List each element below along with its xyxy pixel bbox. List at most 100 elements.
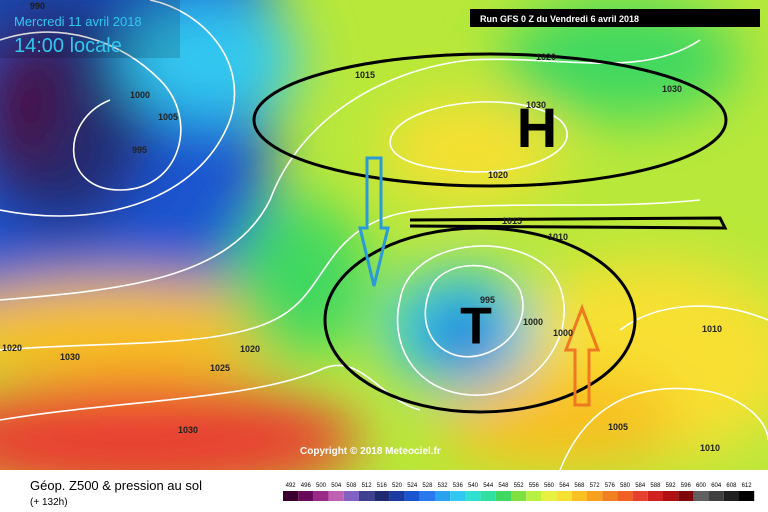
colorbar-swatch [647,491,663,501]
isobar-label: 1005 [608,422,628,432]
colorbar-swatch [298,491,314,501]
colorbar-label: 568 [574,483,585,489]
colorbar-swatch [511,491,527,501]
isobar-label: 1000 [523,317,543,327]
colorbar-label: 504 [331,483,342,489]
colorbar-label: 612 [742,483,753,489]
orange-arrow [563,303,601,407]
colorbar-swatch [389,491,405,501]
colorbar-swatch [435,491,451,501]
isobar-label: 1000 [553,328,573,338]
colorbar-swatch [328,491,344,501]
colorbar-swatch [450,491,466,501]
colorbar-label: 492 [286,483,297,489]
colorbar-swatch [283,491,299,501]
colorbar: 492 496 500 504 508 512 516 520 524 528 532 536 540 5… [283,483,755,501]
colorbar-swatch [313,491,329,501]
isobar-label: 990 [30,1,45,11]
lead-time: (+ 132h) [30,497,68,508]
colorbar-swatch [663,491,679,501]
colorbar-swatch [526,491,542,501]
colorbar-swatch [480,491,496,501]
colorbar-swatch [495,491,511,501]
colorbar-label: 524 [407,483,418,489]
colorbar-swatch [587,491,603,501]
colorbar-label: 532 [438,483,449,489]
map-background [0,0,768,470]
local-time: 14:00 locale [14,35,122,57]
colorbar-label: 604 [711,483,722,489]
colorbar-swatch [602,491,618,501]
run-box [470,9,760,27]
annotations: H T [252,52,728,414]
colorbar-label: 592 [666,483,677,489]
colorbar-label: 584 [635,483,646,489]
isobar-label: 1025 [210,363,230,373]
run-info: Run GFS 0 Z du Vendredi 6 avril 2018 [480,14,639,24]
ridge-contour [409,216,728,230]
colorbar-swatch [693,491,709,501]
isobar-label: 1020 [536,52,556,62]
colorbar-swatch [556,491,572,501]
colorbar-swatch [708,491,724,501]
colorbar-label: 588 [650,483,661,489]
isobar-label: 995 [132,145,147,155]
colorbar-label: 596 [681,483,692,489]
colorbar-label: 548 [498,483,509,489]
colorbar-label: 572 [590,483,601,489]
isobar-label: 1010 [548,232,568,242]
isobar-label: 1010 [702,324,722,334]
date: Mercredi 11 avril 2018 [14,14,142,29]
isobar-label: 1030 [662,84,682,94]
colorbar-label: 552 [514,483,525,489]
colorbar-swatch [723,491,739,501]
isobars [0,0,768,471]
colorbar-label: 528 [422,483,433,489]
colorbar-swatch [541,491,557,501]
colorbar-label: 580 [620,483,631,489]
isobar-label: 1030 [526,100,546,110]
low-label: T [460,298,492,356]
isobar-label: 1015 [502,216,522,226]
colorbar-label: 600 [696,483,707,489]
colorbar-label: 540 [468,483,479,489]
colorbar-swatch [404,491,420,501]
colorbar-swatch [359,491,375,501]
colorbar-swatch [739,491,755,501]
colorbar-swatch [678,491,694,501]
isobar-label: 995 [480,295,495,305]
colorbar-swatch [465,491,481,501]
colorbar-label: 536 [453,483,464,489]
isobar-label: 1030 [60,352,80,362]
isobar-labels: 990 1000 1005 995 1015 1020 1030 1030 10… [2,1,722,453]
colorbar-label: 556 [529,483,540,489]
header-shade [0,0,180,58]
isobar-label: 1020 [488,170,508,180]
high-label: H [517,96,557,159]
colorbar-swatch [419,491,435,501]
colorbar-label: 560 [544,483,555,489]
isobar-label: 1020 [240,344,260,354]
isobar-label: 1015 [355,70,375,80]
isobar-label: 1005 [158,112,178,122]
isobar-label: 1000 [130,90,150,100]
colorbar-swatch [374,491,390,501]
colorbar-label: 512 [362,483,373,489]
isobar-label: 1020 [2,343,22,353]
isobar-label: 1010 [700,443,720,453]
high-contour [252,52,728,188]
colorbar-label: 520 [392,483,403,489]
copyright: Copyright © 2018 Meteociel.fr [300,446,441,457]
colorbar-swatch [343,491,359,501]
colorbar-label: 576 [605,483,616,489]
colorbar-label: 564 [559,483,570,489]
colorbar-label: 500 [316,483,327,489]
colorbar-label: 508 [346,483,357,489]
isobar-label: 1030 [178,425,198,435]
footer-title: Géop. Z500 & pression au sol [30,478,202,493]
blue-arrow [358,156,390,287]
colorbar-label: 496 [301,483,312,489]
colorbar-swatch [617,491,633,501]
colorbar-swatch [632,491,648,501]
